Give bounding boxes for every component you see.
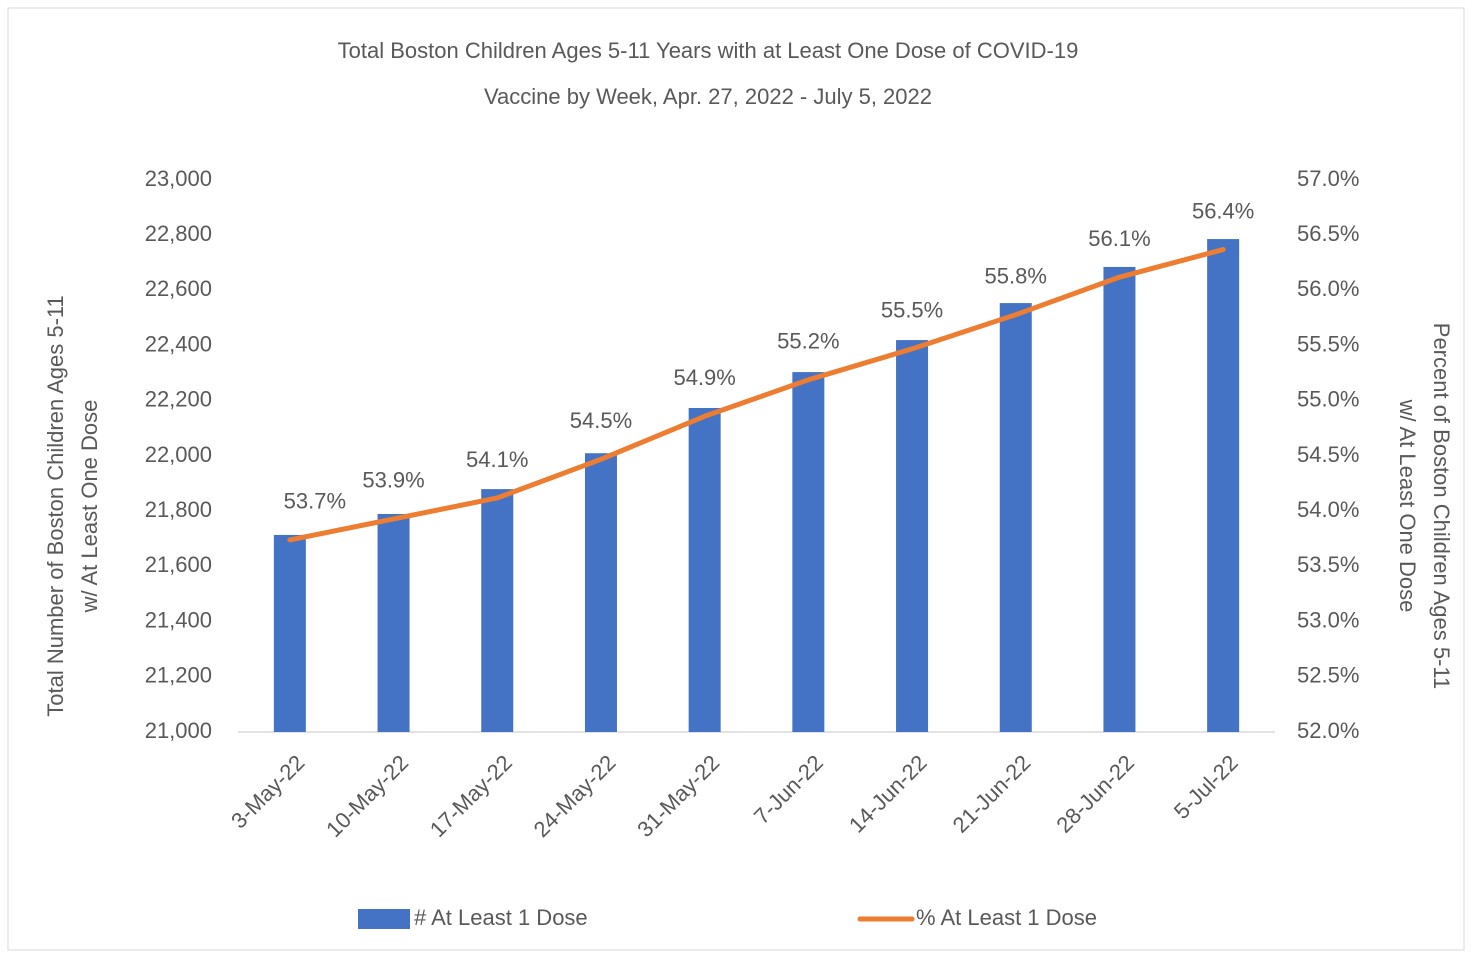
data-label: 55.8% bbox=[985, 264, 1047, 289]
y-tick-label: 21,600 bbox=[145, 552, 212, 577]
y-tick-label: 22,200 bbox=[145, 387, 212, 412]
y2-axis-label: w/ At Least One Dose bbox=[1395, 399, 1420, 613]
bar bbox=[377, 513, 410, 732]
bar bbox=[1103, 266, 1136, 732]
data-label: 55.2% bbox=[777, 329, 839, 354]
data-label: 54.9% bbox=[673, 365, 735, 390]
y2-tick-label: 52.5% bbox=[1297, 663, 1359, 688]
bar bbox=[688, 407, 721, 732]
y-tick-label: 22,000 bbox=[145, 442, 212, 467]
legend-label: # At Least 1 Dose bbox=[414, 905, 588, 930]
y-tick-label: 21,200 bbox=[145, 663, 212, 688]
legend-label: % At Least 1 Dose bbox=[916, 905, 1097, 930]
y-tick-label: 22,600 bbox=[145, 276, 212, 301]
y2-tick-label: 55.5% bbox=[1297, 331, 1359, 356]
y2-tick-label: 54.0% bbox=[1297, 497, 1359, 522]
y2-tick-label: 53.5% bbox=[1297, 552, 1359, 577]
y-tick-label: 21,400 bbox=[145, 607, 212, 632]
bar bbox=[481, 489, 514, 732]
bar bbox=[792, 372, 825, 732]
y-axis-label: w/ At Least One Dose bbox=[77, 400, 102, 614]
y2-axis-label: Percent of Boston Children Ages 5-11 bbox=[1429, 323, 1454, 689]
data-label: 56.4% bbox=[1192, 198, 1254, 223]
line bbox=[287, 247, 1226, 543]
data-label: 53.9% bbox=[362, 468, 424, 493]
bar bbox=[999, 303, 1032, 732]
data-label: 56.1% bbox=[1088, 226, 1150, 251]
y-tick-label: 23,000 bbox=[145, 166, 212, 191]
y-axis-label: Total Number of Boston Children Ages 5-1… bbox=[43, 295, 68, 717]
bar bbox=[896, 340, 929, 732]
bar bbox=[584, 453, 617, 732]
y2-tick-label: 56.5% bbox=[1297, 221, 1359, 246]
y2-tick-label: 57.0% bbox=[1297, 166, 1359, 191]
bar bbox=[273, 534, 306, 732]
y-tick-label: 22,400 bbox=[145, 331, 212, 356]
data-label: 55.5% bbox=[881, 298, 943, 323]
data-label: 53.7% bbox=[284, 489, 346, 514]
chart-title: Total Boston Children Ages 5-11 Years wi… bbox=[338, 38, 1079, 63]
y2-tick-label: 54.5% bbox=[1297, 442, 1359, 467]
data-label: 54.5% bbox=[570, 408, 632, 433]
legend-swatch bbox=[358, 909, 410, 929]
chart-title: Vaccine by Week, Apr. 27, 2022 - July 5,… bbox=[484, 84, 932, 109]
y2-tick-label: 52.0% bbox=[1297, 718, 1359, 743]
chart-border bbox=[7, 7, 1465, 951]
y2-tick-label: 53.0% bbox=[1297, 607, 1359, 632]
y-tick-label: 22,800 bbox=[145, 221, 212, 246]
y-tick-label: 21,000 bbox=[145, 718, 212, 743]
y2-tick-label: 56.0% bbox=[1297, 276, 1359, 301]
data-label: 54.1% bbox=[466, 447, 528, 472]
y-tick-label: 21,800 bbox=[145, 497, 212, 522]
bar bbox=[1207, 239, 1240, 732]
y2-tick-label: 55.0% bbox=[1297, 387, 1359, 412]
